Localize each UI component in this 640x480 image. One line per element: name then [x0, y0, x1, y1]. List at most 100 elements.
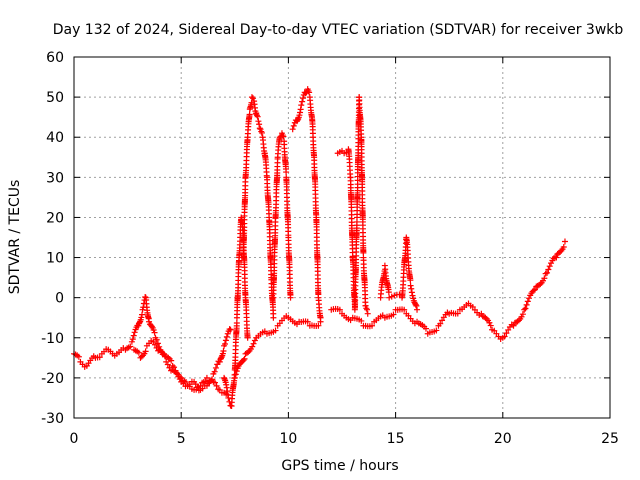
grid [74, 57, 610, 418]
data-point [164, 361, 171, 368]
series-early-trace [71, 293, 230, 397]
data-point [521, 306, 528, 313]
data-point [136, 319, 143, 326]
data-point [232, 371, 239, 378]
data-point [412, 301, 419, 308]
data-point [96, 354, 103, 361]
data-point [290, 122, 297, 129]
data-point [138, 311, 145, 318]
y-tick-label: 20 [46, 210, 64, 226]
data-point [211, 379, 218, 386]
data-point [223, 333, 230, 340]
data-point [255, 118, 262, 125]
data-point [258, 129, 265, 136]
data-point [454, 310, 461, 317]
data-point [531, 286, 538, 293]
data-point [283, 169, 290, 176]
data-point [289, 126, 296, 133]
data-point [315, 322, 322, 329]
y-tick-label: 30 [46, 170, 64, 186]
data-point [522, 305, 529, 312]
data-point [216, 358, 223, 365]
data-point [482, 314, 489, 321]
x-tick-label: 0 [70, 431, 79, 447]
series-early-trace-b [131, 326, 234, 394]
data-point [390, 311, 397, 318]
data-point [280, 133, 287, 140]
data-point [153, 336, 160, 343]
data-point [503, 330, 510, 337]
data-point [154, 340, 161, 347]
series-late-spikes [377, 234, 421, 313]
data-point [221, 340, 228, 347]
data-point [142, 293, 149, 300]
data-point [299, 95, 306, 102]
data-point [240, 357, 247, 364]
data-point [248, 94, 255, 101]
data-point [317, 318, 324, 325]
data-point [246, 111, 253, 118]
data-point [194, 384, 201, 391]
data-point [156, 343, 163, 350]
data-point [408, 285, 415, 292]
data-point [251, 337, 258, 344]
data-point [518, 313, 525, 320]
data-point [249, 343, 256, 350]
y-tick-label: -20 [41, 371, 64, 387]
data-point [226, 326, 233, 333]
data-point [299, 98, 306, 105]
data-point [407, 282, 414, 289]
data-point [129, 336, 136, 343]
data-point [433, 327, 440, 334]
data-point [306, 89, 313, 96]
data-point [131, 329, 138, 336]
data-point [407, 277, 414, 284]
y-tick-label: 10 [46, 251, 64, 267]
data-point [439, 317, 446, 324]
data-point [385, 289, 392, 296]
data-point [336, 306, 343, 313]
data-point [209, 376, 216, 383]
data-point [270, 314, 277, 321]
data-point [546, 263, 553, 270]
data-point [487, 322, 494, 329]
data-point [358, 317, 365, 324]
data-point [408, 289, 415, 296]
data-point [422, 325, 429, 332]
data-point [244, 334, 251, 341]
data-point [218, 355, 225, 362]
axis-ticks: -30 -20 -10 0 10 20 30 40 50 60 0 5 10 15 20 25 [41, 50, 619, 447]
y-tick-label: 50 [46, 90, 64, 106]
data-point [75, 353, 82, 360]
x-tick-label: 25 [601, 431, 619, 447]
y-tick-label: 0 [55, 291, 64, 307]
y-tick-label: 40 [46, 130, 64, 146]
data-point [510, 322, 517, 329]
data-point [501, 333, 508, 340]
series-mid-trace [231, 313, 324, 381]
y-tick-label: 60 [46, 50, 64, 66]
x-tick-label: 10 [279, 431, 297, 447]
data-point [401, 306, 408, 313]
data-point [272, 327, 279, 334]
data-point [526, 295, 533, 302]
data-point [233, 320, 240, 327]
y-tick-label: -30 [41, 411, 64, 427]
x-tick-label: 15 [387, 431, 405, 447]
data-point [553, 254, 560, 261]
data-point [127, 343, 134, 350]
data-point [542, 270, 549, 277]
data-point [298, 102, 305, 109]
data-point [544, 269, 551, 276]
x-tick-label: 5 [177, 431, 186, 447]
data-point [231, 374, 238, 381]
data-point [548, 260, 555, 267]
data-point [297, 109, 304, 116]
data-point [363, 305, 370, 312]
data-point [176, 373, 183, 380]
data-point [362, 302, 369, 309]
chart-title: Day 132 of 2024, Sidereal Day-to-day VTE… [53, 22, 624, 38]
series-spike-13 [334, 94, 371, 317]
data-point [222, 337, 229, 344]
